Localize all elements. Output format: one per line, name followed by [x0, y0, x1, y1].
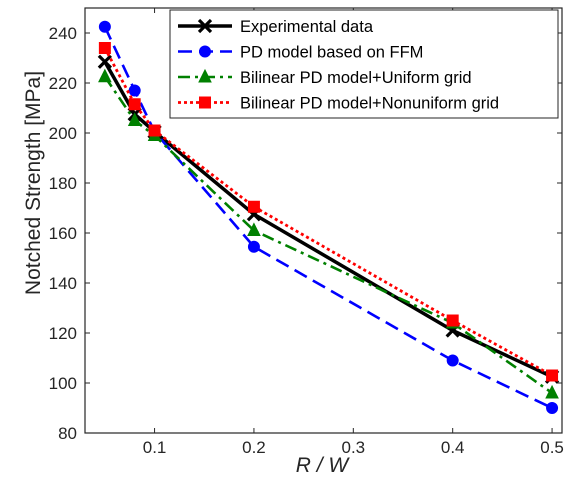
data-point: [98, 68, 112, 83]
plot-area: [97, 20, 560, 414]
data-point: [545, 384, 559, 399]
y-tick-label: 120: [49, 324, 77, 343]
legend-marker: [199, 45, 211, 58]
data-point: [446, 354, 459, 367]
data-point: [247, 222, 261, 236]
data-point: [247, 240, 260, 253]
data-point: [97, 54, 113, 69]
data-point: [128, 84, 141, 97]
y-tick-label: 220: [49, 74, 77, 93]
x-tick-label: 0.3: [341, 438, 365, 457]
y-axis-title: Notched Strength [MPa]: [22, 71, 45, 295]
x-axis-title: R / W: [296, 454, 351, 477]
data-point: [148, 124, 161, 137]
y-tick-label: 200: [49, 124, 77, 143]
legend-label: Bilinear PD model+Uniform grid: [240, 69, 472, 87]
axes: 0.1 0.2 0.3 0.4 0.5 80 100 120 140 160 180 200 220 24…: [49, 7, 564, 457]
y-tick-label: 160: [49, 224, 77, 243]
data-point: [546, 369, 559, 382]
legend-entry: Bilinear PD model+Nonuniform grid: [178, 95, 499, 113]
x-tick-label: 0.2: [242, 438, 266, 457]
legend-label: Bilinear PD model+Nonuniform grid: [240, 95, 499, 113]
data-point: [546, 402, 559, 414]
axes-box: [84, 7, 563, 434]
data-point: [128, 98, 141, 111]
series-line: [103, 76, 553, 395]
data-point: [127, 112, 142, 126]
legend-box: [169, 9, 559, 119]
legend-entry: PD model based on FFM: [178, 44, 423, 62]
y-tick-label: 80: [58, 424, 77, 443]
y-tick-label: 140: [49, 274, 77, 293]
legend-marker: [199, 96, 211, 109]
data-point: [247, 200, 260, 213]
data-point: [98, 42, 111, 54]
x-tick-label: 0.1: [143, 438, 167, 457]
series-line: [103, 47, 553, 377]
legend-label: PD model based on FFM: [240, 44, 423, 62]
y-tick-label: 100: [49, 374, 77, 393]
legend-label: Experimental data: [240, 18, 374, 36]
y-tick-label: 180: [49, 174, 77, 193]
data-point: [98, 20, 111, 33]
data-point: [446, 314, 459, 327]
x-tick-label: 0.4: [441, 438, 465, 457]
x-tick-label: 0.5: [540, 438, 564, 457]
legend-entry: Experimental data: [178, 18, 374, 36]
y-tick-label: 240: [49, 24, 77, 43]
legend-marker: [198, 68, 212, 83]
legend-marker: [197, 18, 213, 34]
series-4: [98, 42, 559, 382]
series-line: [103, 26, 553, 410]
legend-entry: Bilinear PD model+Uniform grid: [178, 68, 472, 87]
legend: Experimental data PD model based on FFM Bi…: [169, 9, 559, 119]
